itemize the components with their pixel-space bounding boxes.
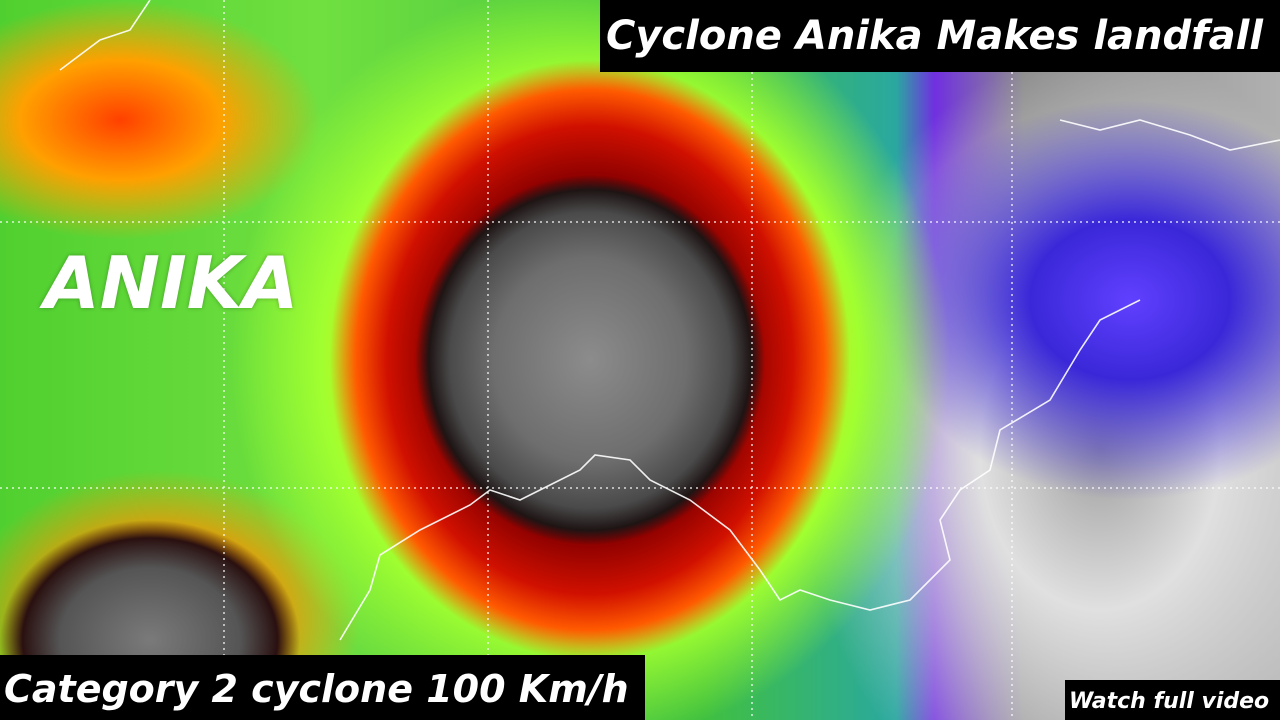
- coastline: [59, 0, 151, 71]
- coastline: [339, 299, 1141, 641]
- storm-label: ANIKA: [44, 241, 299, 325]
- title-banner: Cyclone Anika Makes landfall: [600, 0, 1280, 72]
- watch-button[interactable]: Watch full video: [1065, 680, 1280, 720]
- coastline: [1059, 119, 1280, 151]
- caption-banner: Category 2 cyclone 100 Km/h: [0, 655, 645, 720]
